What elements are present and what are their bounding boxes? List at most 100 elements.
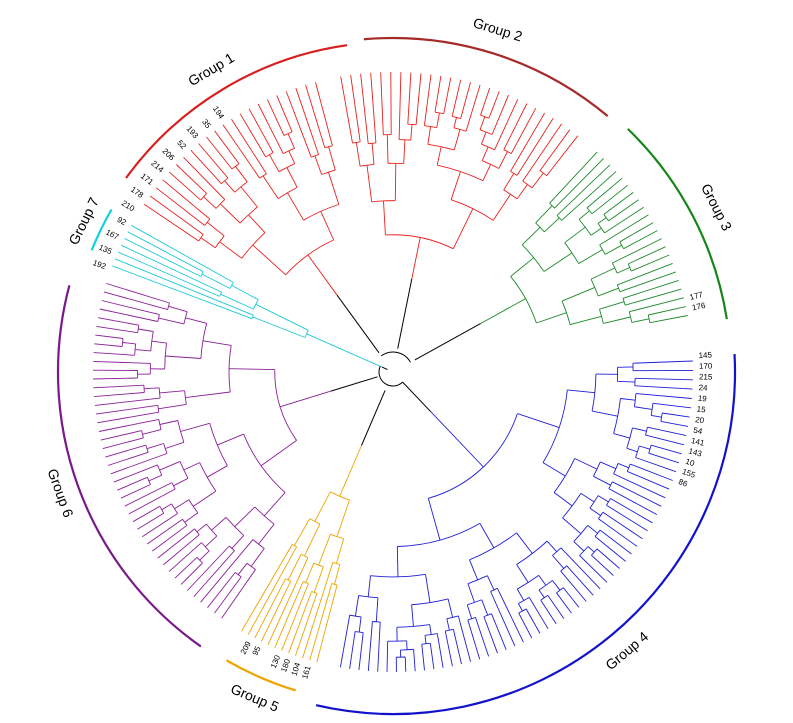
clade-3-tip-branch xyxy=(608,199,639,222)
clade-4-node-arc xyxy=(467,599,482,606)
clade-4-stem xyxy=(574,458,598,470)
clade-6-stem xyxy=(196,523,207,533)
group-arc-6 xyxy=(56,285,202,648)
clade-3-stem xyxy=(543,252,573,272)
clade-4-tip-branch xyxy=(602,511,643,540)
clade-3-tip-branch xyxy=(561,171,617,221)
clade-4-stem xyxy=(597,495,609,503)
group-label-5: Group 5 xyxy=(228,680,281,715)
clade-3-node-arc xyxy=(556,215,562,221)
clade-3-node-arc xyxy=(521,244,545,272)
clade-6-stem xyxy=(151,340,167,344)
clade-3-tip-branch xyxy=(619,271,676,293)
clade-6-tip-branch xyxy=(193,550,235,597)
clade-1-stem xyxy=(203,196,217,209)
clade-3-tip-branch xyxy=(549,151,598,204)
clade-4-stem xyxy=(424,635,427,644)
clade-6-stem xyxy=(158,403,187,410)
clade-6-stem xyxy=(199,550,210,561)
clade-6-tip-branch xyxy=(106,283,170,304)
clade-4-stem xyxy=(562,517,582,535)
clade-5-stem xyxy=(314,491,331,522)
tip-label: 161 xyxy=(300,664,312,680)
clade-4-tip-branch xyxy=(660,420,689,427)
clade-2-tip-branch xyxy=(503,103,528,150)
tip-label: 86 xyxy=(677,477,689,489)
backbone-3 xyxy=(414,323,481,361)
clade-3-tip-branch xyxy=(629,297,684,313)
clade-4-tip-branch xyxy=(648,452,680,464)
backbone-7 xyxy=(381,366,388,371)
clade-2-node-arc xyxy=(539,170,547,176)
clade-5-stem xyxy=(335,538,345,564)
clade-6-tip-branch xyxy=(93,377,138,380)
group-label-2: Group 2 xyxy=(471,14,524,44)
tip-label: 35 xyxy=(200,118,213,131)
backbone-2 xyxy=(397,278,413,349)
tip-label: 19 xyxy=(697,394,707,404)
clade-2-stem xyxy=(516,184,528,200)
backbone-6 xyxy=(330,376,378,392)
clade-1-stem xyxy=(286,167,298,188)
clade-6-node-arc xyxy=(158,387,161,399)
clade-6-stem xyxy=(159,420,178,425)
clade-5-tip-branch xyxy=(267,557,309,645)
clade-2-stem xyxy=(427,126,432,145)
tip-label: 192 xyxy=(92,258,108,271)
clade-1-node-arc xyxy=(234,181,248,193)
clade-2-node-arc xyxy=(407,123,417,126)
clade-4-tip-branch xyxy=(452,629,462,665)
clade-4-stem xyxy=(587,525,598,534)
clade-6-stem xyxy=(260,440,297,467)
clade-2-stem xyxy=(371,143,375,165)
tip-label: 92 xyxy=(116,215,129,227)
tip-label: 214 xyxy=(149,159,165,175)
clade-6-node-arc xyxy=(134,343,137,356)
clade-3-stem xyxy=(536,312,567,324)
clade-6-node-arc xyxy=(184,390,187,405)
clade-2-tip-branch xyxy=(434,75,442,113)
clade-1-node-arc xyxy=(321,169,336,175)
clade-4-tip-branch xyxy=(647,426,687,437)
clade-3-stem xyxy=(599,301,625,310)
clade-4-tip-branch xyxy=(634,385,693,390)
clade-1-tip-branch xyxy=(155,187,205,226)
clade-4-stem xyxy=(580,493,595,503)
clade-4-node-arc xyxy=(490,587,498,592)
clade-4-node-arc xyxy=(396,624,430,628)
clade-6-tip-branch xyxy=(132,505,160,523)
clade-6-stem xyxy=(231,535,245,549)
group-arc-4 xyxy=(315,354,737,716)
clade-6-tip-branch xyxy=(214,576,242,614)
clade-3-stem xyxy=(604,244,622,255)
clade-2-stem xyxy=(482,164,492,181)
clade-5-tip-branch xyxy=(281,583,309,651)
clade-4-stem xyxy=(600,461,617,470)
clade-4-stem xyxy=(427,498,441,541)
clade-2-stem xyxy=(355,142,361,167)
clade-6-tip-branch xyxy=(97,411,159,424)
clade-4-stem xyxy=(406,640,408,650)
clade-6-stem xyxy=(263,492,286,517)
clade-7-node-arc xyxy=(200,271,204,277)
clade-6-stem xyxy=(142,429,162,435)
clade-6-tip-branch xyxy=(93,384,144,389)
clade-6-tip-branch xyxy=(101,300,160,316)
clade-4-tip-branch xyxy=(490,591,516,647)
clade-1-stem xyxy=(269,154,280,172)
clade-6-tip-branch xyxy=(93,352,135,356)
clade-1-tip-branch xyxy=(231,118,267,174)
clade-6-stem xyxy=(234,506,256,528)
clade-4-tip-branch xyxy=(444,631,453,667)
clade-1-node-arc xyxy=(282,147,295,155)
clade-2-tip-branch xyxy=(423,74,432,126)
clade-4-stem xyxy=(573,541,585,552)
clade-1-node-arc xyxy=(221,177,229,184)
clade-4-node-arc xyxy=(552,547,562,556)
clade-4-tip-branch xyxy=(662,412,690,418)
clade-4-tip-branch xyxy=(613,473,666,499)
tip-label: 104 xyxy=(290,661,303,677)
backbone-1 xyxy=(336,294,380,354)
clade-3-tip-branch xyxy=(649,315,688,324)
clade-4-tip-branch xyxy=(635,457,677,473)
